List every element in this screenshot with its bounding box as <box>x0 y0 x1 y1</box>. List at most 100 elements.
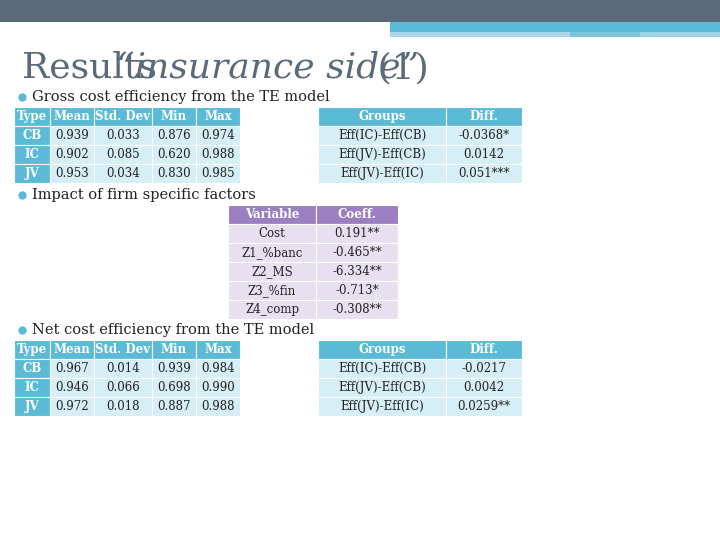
Text: 0.018: 0.018 <box>107 400 140 413</box>
Text: 0.191**: 0.191** <box>334 227 379 240</box>
Text: -0.713*: -0.713* <box>336 284 379 297</box>
Text: Min: Min <box>161 110 187 123</box>
Text: IC: IC <box>24 381 40 394</box>
Bar <box>152 378 196 397</box>
Bar <box>570 32 720 37</box>
Bar <box>152 397 196 416</box>
Bar <box>14 340 50 359</box>
Bar <box>14 359 50 378</box>
Bar <box>94 359 152 378</box>
Text: Z4_comp: Z4_comp <box>245 303 299 316</box>
Bar <box>152 145 196 164</box>
Text: Groups: Groups <box>359 343 406 356</box>
Text: Eff(IC)-Eff(CB): Eff(IC)-Eff(CB) <box>338 362 426 375</box>
Bar <box>14 126 50 145</box>
Text: Impact of firm specific factors: Impact of firm specific factors <box>32 188 256 202</box>
Bar <box>152 164 196 183</box>
Bar <box>390 22 720 32</box>
Text: 0.972: 0.972 <box>55 400 89 413</box>
Text: Min: Min <box>161 343 187 356</box>
Text: 0.0042: 0.0042 <box>464 381 505 394</box>
Text: Type: Type <box>17 110 47 123</box>
Text: Max: Max <box>204 110 232 123</box>
Bar <box>446 126 522 145</box>
Bar <box>228 224 316 243</box>
Bar <box>228 300 316 319</box>
Bar <box>152 107 196 126</box>
Text: Cost: Cost <box>258 227 285 240</box>
Text: Variable: Variable <box>245 208 300 221</box>
Text: Z2_MS: Z2_MS <box>251 265 293 278</box>
Bar <box>316 281 398 300</box>
Text: Z3_%fin: Z3_%fin <box>248 284 296 297</box>
Text: Results: Results <box>22 51 168 85</box>
Text: 0.876: 0.876 <box>157 129 191 142</box>
Text: 0.939: 0.939 <box>157 362 191 375</box>
Bar <box>50 359 94 378</box>
Bar <box>228 262 316 281</box>
Text: 0.066: 0.066 <box>106 381 140 394</box>
Text: 0.830: 0.830 <box>157 167 191 180</box>
Bar <box>94 145 152 164</box>
Bar <box>196 359 240 378</box>
Bar <box>316 224 398 243</box>
Text: Eff(JV)-Eff(IC): Eff(JV)-Eff(IC) <box>340 167 424 180</box>
Text: 0.051***: 0.051*** <box>458 167 510 180</box>
Bar <box>50 340 94 359</box>
Bar <box>50 145 94 164</box>
Bar <box>318 340 446 359</box>
Bar <box>316 243 398 262</box>
Text: Eff(JV)-Eff(IC): Eff(JV)-Eff(IC) <box>340 400 424 413</box>
Text: “insurance side”: “insurance side” <box>116 51 419 85</box>
Text: Mean: Mean <box>53 343 91 356</box>
Text: 0.967: 0.967 <box>55 362 89 375</box>
Bar <box>228 243 316 262</box>
Bar <box>14 397 50 416</box>
Text: 0.988: 0.988 <box>202 400 235 413</box>
Text: 0.034: 0.034 <box>106 167 140 180</box>
Text: Groups: Groups <box>359 110 406 123</box>
Bar <box>94 164 152 183</box>
Text: 0.946: 0.946 <box>55 381 89 394</box>
Bar <box>316 205 398 224</box>
Text: Gross cost efficiency from the TE model: Gross cost efficiency from the TE model <box>32 90 330 104</box>
Text: Max: Max <box>204 343 232 356</box>
Text: Net cost efficiency from the TE model: Net cost efficiency from the TE model <box>32 323 314 337</box>
Bar <box>50 397 94 416</box>
Bar <box>196 145 240 164</box>
Text: Eff(JV)-Eff(CB): Eff(JV)-Eff(CB) <box>338 381 426 394</box>
Bar <box>228 205 316 224</box>
Text: JV: JV <box>24 400 40 413</box>
Bar <box>50 164 94 183</box>
Bar <box>196 126 240 145</box>
Bar <box>14 145 50 164</box>
Text: 0.0259**: 0.0259** <box>457 400 510 413</box>
Bar <box>228 281 316 300</box>
Text: Eff(JV)-Eff(CB): Eff(JV)-Eff(CB) <box>338 148 426 161</box>
Bar <box>196 164 240 183</box>
Bar <box>94 378 152 397</box>
Text: Diff.: Diff. <box>469 343 498 356</box>
Bar <box>390 32 640 37</box>
Bar <box>318 378 446 397</box>
Text: 0.033: 0.033 <box>106 129 140 142</box>
Bar <box>14 164 50 183</box>
Text: -0.308**: -0.308** <box>332 303 382 316</box>
Bar <box>318 397 446 416</box>
Bar <box>446 145 522 164</box>
Text: CB: CB <box>22 362 42 375</box>
Bar <box>94 126 152 145</box>
Bar <box>316 300 398 319</box>
Text: -0.465**: -0.465** <box>332 246 382 259</box>
Text: Eff(IC)-Eff(CB): Eff(IC)-Eff(CB) <box>338 129 426 142</box>
Bar <box>196 378 240 397</box>
Bar <box>50 107 94 126</box>
Bar <box>318 126 446 145</box>
Text: Diff.: Diff. <box>469 110 498 123</box>
Text: 0.085: 0.085 <box>106 148 140 161</box>
Text: Coeff.: Coeff. <box>338 208 377 221</box>
Bar <box>94 107 152 126</box>
Bar <box>316 262 398 281</box>
Text: Std. Dev: Std. Dev <box>96 343 150 356</box>
Text: JV: JV <box>24 167 40 180</box>
